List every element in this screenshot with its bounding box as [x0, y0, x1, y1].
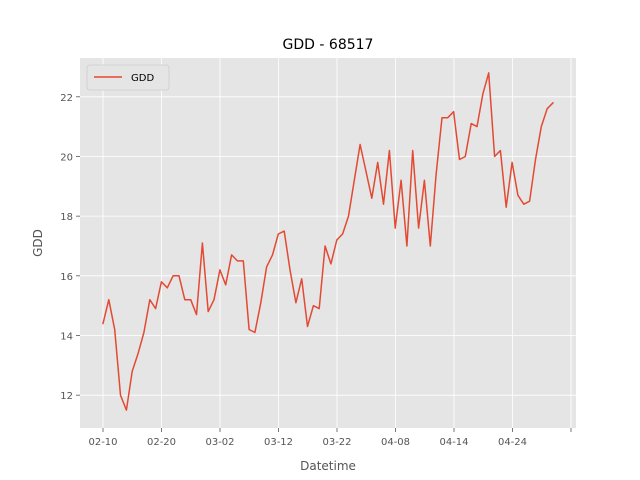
y-tick-label: 14: [60, 332, 73, 343]
y-tick-label: 18: [60, 212, 73, 223]
x-tick-label: 02-20: [147, 437, 176, 448]
x-tick-label: 03-22: [322, 437, 351, 448]
y-tick-label: 20: [60, 152, 73, 163]
legend-label: GDD: [131, 73, 154, 84]
legend: GDD: [86, 64, 170, 91]
series-layer: [102, 72, 554, 411]
x-tick-label: 03-12: [264, 437, 293, 448]
y-tick-label: 22: [60, 93, 73, 104]
axis-ticks: 12 14 16 18 20 22 02-10 02-20 03-02 03-12 03-22 04-…: [60, 93, 572, 448]
grid: [80, 58, 576, 428]
plot-area: [80, 58, 576, 428]
y-axis-label: GDD: [31, 229, 45, 257]
x-tick-label: 04-14: [439, 437, 468, 448]
x-tick-label: 04-24: [498, 437, 527, 448]
series-line-gdd: [102, 72, 554, 411]
legend-box: [86, 64, 170, 91]
chart-title: GDD - 68517: [283, 37, 374, 53]
x-tick-label: 04-08: [381, 437, 410, 448]
y-tick-label: 12: [60, 391, 73, 402]
y-tick-label: 16: [60, 272, 73, 283]
x-tick-label: 02-10: [88, 437, 117, 448]
x-tick-label: 03-02: [205, 437, 234, 448]
x-axis-label: Datetime: [300, 459, 356, 473]
